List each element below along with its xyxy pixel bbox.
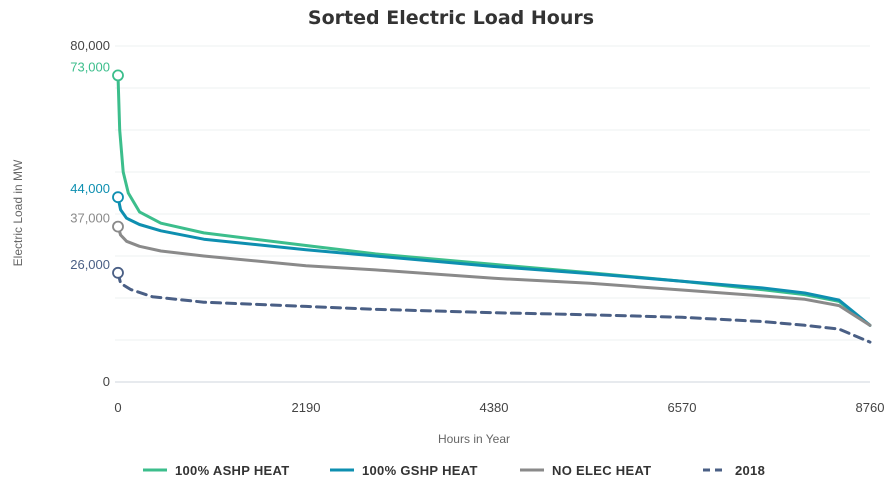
x-tick-label: 2190 xyxy=(292,400,321,415)
legend-label-2: NO ELEC HEAT xyxy=(552,463,651,478)
x-tick-label: 4380 xyxy=(480,400,509,415)
series-line-0 xyxy=(116,73,872,327)
peak-label-1: 44,000 xyxy=(70,181,110,196)
peak-marker-3 xyxy=(112,266,124,279)
legend-label-3: 2018 xyxy=(735,463,765,478)
peak-label-2: 37,000 xyxy=(70,211,110,226)
x-tick-label: 0 xyxy=(114,400,121,415)
y-tick-label: 0 xyxy=(103,374,110,389)
series-line-3 xyxy=(116,271,872,344)
chart-title: Sorted Electric Load Hours xyxy=(308,7,594,29)
legend: 100% ASHP HEAT 100% GSHP HEAT NO ELEC HEAT… xyxy=(143,463,765,478)
legend-label-0: 100% ASHP HEAT xyxy=(175,463,290,478)
peak-label-3: 26,000 xyxy=(70,257,110,272)
y-axis-title: Electric Load in MW xyxy=(11,159,25,266)
series-line-1 xyxy=(116,195,872,327)
peak-marker-1 xyxy=(112,191,124,204)
x-axis-ticks: 0 2190 4380 6570 8760 xyxy=(114,400,884,415)
peak-marker-0 xyxy=(112,69,124,82)
x-tick-label: 8760 xyxy=(856,400,885,415)
peak-markers: 73,000 44,000 37,000 26,000 xyxy=(70,59,124,279)
y-tick-label: 80,000 xyxy=(70,38,110,53)
peak-marker-2 xyxy=(112,220,124,233)
peak-label-0: 73,000 xyxy=(70,59,110,74)
x-axis-title: Hours in Year xyxy=(438,432,510,446)
series-lines xyxy=(116,73,872,344)
legend-label-1: 100% GSHP HEAT xyxy=(362,463,478,478)
y-axis-ticks: 0 80,000 xyxy=(70,38,110,389)
gridlines xyxy=(115,45,870,383)
x-tick-label: 6570 xyxy=(668,400,697,415)
series-line-2 xyxy=(116,225,872,327)
